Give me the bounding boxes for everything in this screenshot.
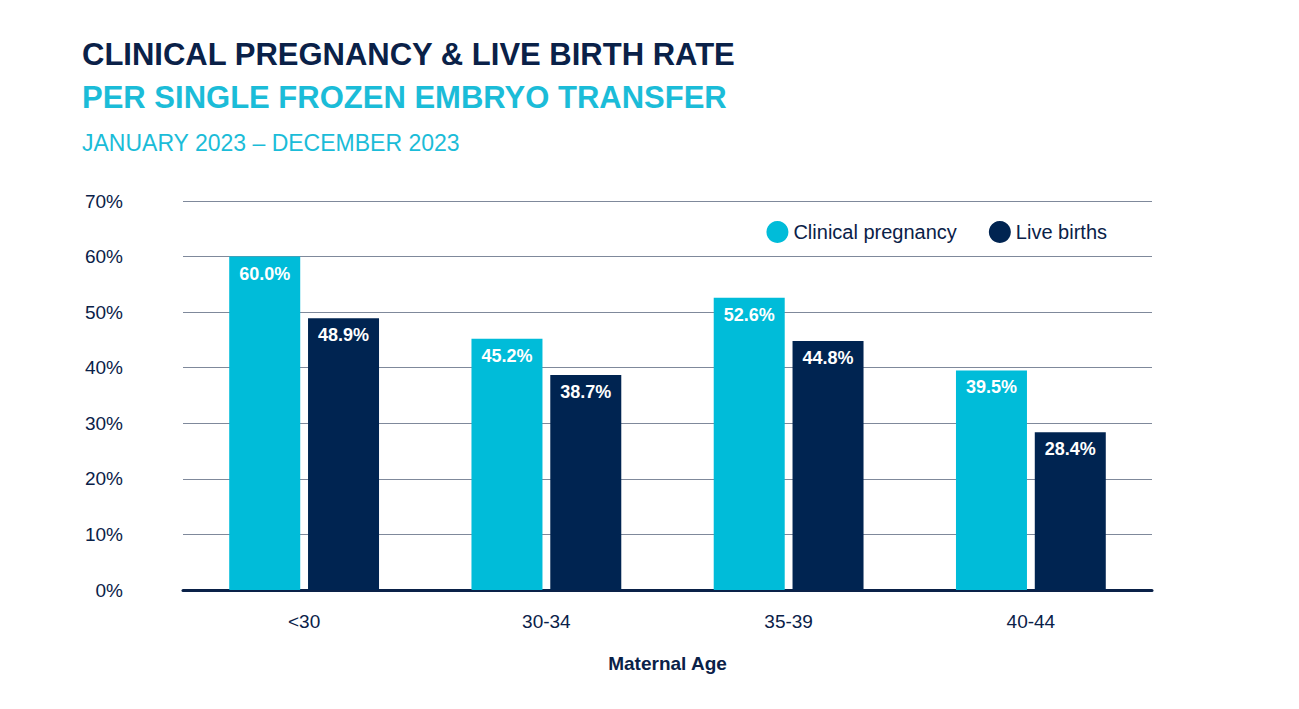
svg-text:40%: 40% bbox=[85, 357, 123, 378]
svg-text:48.9%: 48.9% bbox=[318, 325, 369, 345]
svg-text:PER SINGLE FROZEN EMBRYO TRANS: PER SINGLE FROZEN EMBRYO TRANSFER bbox=[82, 80, 727, 115]
svg-text:45.2%: 45.2% bbox=[481, 346, 532, 366]
svg-text:Live births: Live births bbox=[1016, 221, 1107, 243]
svg-text:35-39: 35-39 bbox=[764, 611, 813, 632]
svg-text:60.0%: 60.0% bbox=[239, 264, 290, 284]
svg-text:28.4%: 28.4% bbox=[1045, 439, 1096, 459]
svg-text:50%: 50% bbox=[85, 302, 123, 323]
svg-text:30-34: 30-34 bbox=[522, 611, 571, 632]
svg-text:38.7%: 38.7% bbox=[560, 382, 611, 402]
svg-text:JANUARY 2023 – DECEMBER 2023: JANUARY 2023 – DECEMBER 2023 bbox=[82, 130, 460, 156]
svg-text:Maternal Age: Maternal Age bbox=[608, 653, 727, 674]
svg-text:Clinical pregnancy: Clinical pregnancy bbox=[793, 221, 956, 243]
svg-text:39.5%: 39.5% bbox=[966, 377, 1017, 397]
svg-text:30%: 30% bbox=[85, 413, 123, 434]
svg-text:CLINICAL PREGNANCY & LIVE BIRT: CLINICAL PREGNANCY & LIVE BIRTH RATE bbox=[82, 37, 735, 72]
svg-text:52.6%: 52.6% bbox=[724, 305, 775, 325]
svg-text:40-44: 40-44 bbox=[1007, 611, 1056, 632]
svg-text:44.8%: 44.8% bbox=[803, 348, 854, 368]
svg-text:20%: 20% bbox=[85, 468, 123, 489]
svg-text:<30: <30 bbox=[288, 611, 320, 632]
svg-text:10%: 10% bbox=[85, 524, 123, 545]
svg-text:0%: 0% bbox=[96, 580, 124, 601]
svg-text:70%: 70% bbox=[85, 191, 123, 212]
svg-text:60%: 60% bbox=[85, 246, 123, 267]
